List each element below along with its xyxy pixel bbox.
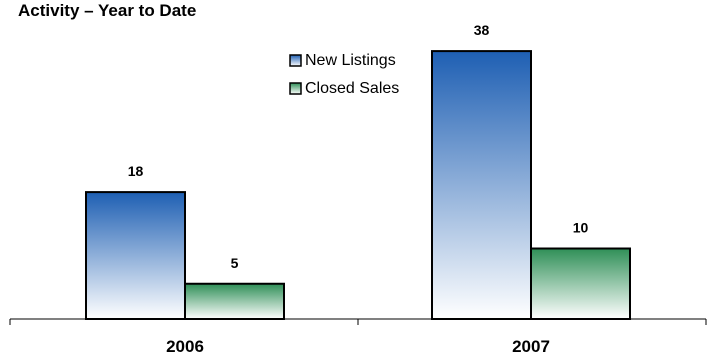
bar-closed-sales-2006 [184,282,285,320]
value-labels-group: 18 5 38 10 [128,22,589,271]
x-axis-tick-labels: 2006 2007 [166,337,550,356]
legend-swatch-new-listings [289,54,302,67]
legend-label-new-listings: New Listings [305,52,396,69]
bar-new-listings-2006 [85,191,186,321]
legend-label-closed-sales: Closed Sales [305,80,399,97]
bar-new-listings-2007 [431,50,532,320]
legend: New Listings Closed Sales [289,52,399,97]
x-tick-label-2007: 2007 [512,337,550,356]
x-tick-label-2006: 2006 [166,337,204,356]
data-label-new-listings-2007: 38 [474,22,490,38]
chart-title: Activity – Year to Date [18,1,196,20]
bar-closed-sales-2007 [530,247,631,320]
legend-swatch-closed-sales [289,82,302,95]
bars-group [85,50,631,321]
x-axis-ticks [9,319,707,325]
data-label-closed-sales-2007: 10 [573,220,589,236]
data-label-closed-sales-2006: 5 [231,255,239,271]
data-label-new-listings-2006: 18 [128,163,144,179]
